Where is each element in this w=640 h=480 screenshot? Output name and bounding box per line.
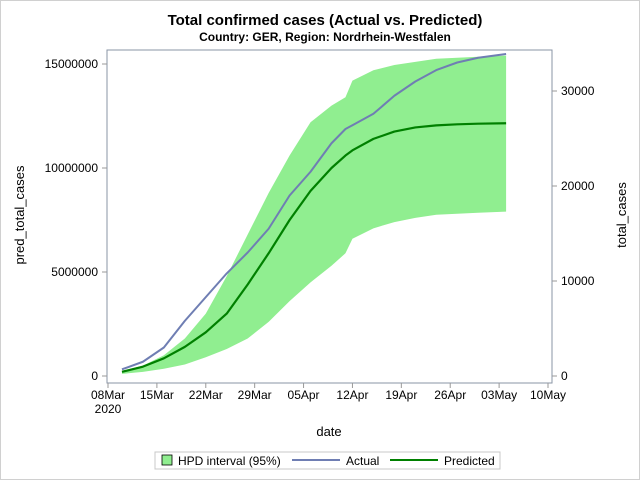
hpd-interval-band bbox=[121, 55, 507, 374]
y2-tick-label: 20000 bbox=[561, 179, 595, 193]
series-line-actual bbox=[121, 52, 507, 371]
y-axis-label: pred_total_cases bbox=[12, 165, 27, 265]
y2-axis-label: total_cases bbox=[614, 182, 629, 248]
x-tick-label: 12Apr bbox=[336, 388, 368, 402]
x-tick-sublabel: 2020 bbox=[95, 402, 122, 416]
x-axis-label: date bbox=[316, 424, 341, 439]
legend: HPD interval (95%) Actual Predicted bbox=[154, 451, 501, 470]
y-tick-label: 15000000 bbox=[45, 57, 99, 71]
y-tick-label: 5000000 bbox=[51, 265, 98, 279]
plot-border bbox=[106, 49, 553, 384]
legend-label-actual: Actual bbox=[346, 454, 379, 468]
y2-tick-label: 10000 bbox=[561, 274, 595, 288]
y-tick-label: 10000000 bbox=[45, 161, 99, 175]
x-tick-label: 26Apr bbox=[434, 388, 466, 402]
series-line-predicted bbox=[121, 122, 507, 373]
x-tick-label: 08Mar bbox=[91, 388, 125, 402]
x-tick-label: 22Mar bbox=[189, 388, 223, 402]
legend-label-predicted: Predicted bbox=[444, 454, 495, 468]
y-tick-label: 0 bbox=[91, 369, 98, 383]
x-tick-label: 29Mar bbox=[238, 388, 272, 402]
legend-swatch-band bbox=[161, 454, 173, 466]
y2-tick-label: 0 bbox=[561, 369, 568, 383]
chart-title: Total confirmed cases (Actual vs. Predic… bbox=[168, 12, 483, 29]
chart-subtitle: Country: GER, Region: Nordrhein-Westfale… bbox=[199, 30, 451, 44]
x-tick-label: 19Apr bbox=[385, 388, 417, 402]
legend-label-band: HPD interval (95%) bbox=[178, 454, 281, 468]
x-tick-label: 05Apr bbox=[288, 388, 320, 402]
x-tick-label: 03May bbox=[481, 388, 517, 402]
x-tick-label: 15Mar bbox=[140, 388, 174, 402]
y2-tick-label: 30000 bbox=[561, 84, 595, 98]
x-tick-label: 10May bbox=[530, 388, 566, 402]
